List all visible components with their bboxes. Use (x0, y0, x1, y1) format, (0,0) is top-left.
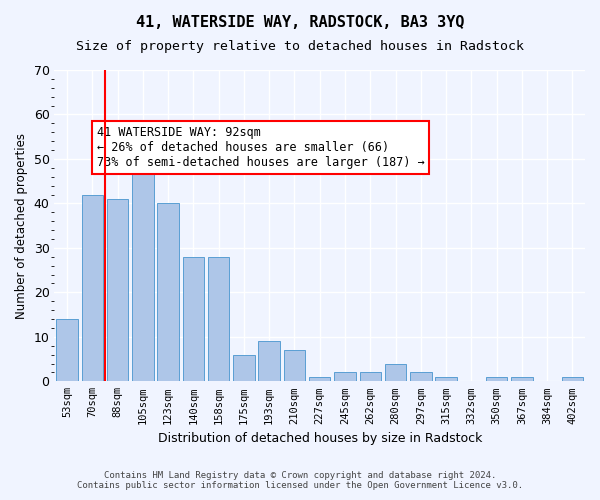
Text: 41, WATERSIDE WAY, RADSTOCK, BA3 3YQ: 41, WATERSIDE WAY, RADSTOCK, BA3 3YQ (136, 15, 464, 30)
Bar (182, 257, 204, 382)
Bar (334, 372, 356, 382)
Bar (385, 364, 406, 382)
Bar (259, 342, 280, 382)
Bar (562, 377, 583, 382)
Bar (410, 372, 431, 382)
Bar (157, 204, 179, 382)
Y-axis label: Number of detached properties: Number of detached properties (15, 132, 28, 318)
Bar (82, 194, 103, 382)
Bar (284, 350, 305, 382)
Bar (132, 128, 154, 382)
Bar (233, 354, 254, 382)
Bar (511, 377, 533, 382)
Bar (56, 319, 78, 382)
Text: Contains HM Land Registry data © Crown copyright and database right 2024.
Contai: Contains HM Land Registry data © Crown c… (77, 470, 523, 490)
Text: 41 WATERSIDE WAY: 92sqm
← 26% of detached houses are smaller (66)
73% of semi-de: 41 WATERSIDE WAY: 92sqm ← 26% of detache… (97, 126, 425, 169)
Bar (359, 372, 381, 382)
Bar (435, 377, 457, 382)
X-axis label: Distribution of detached houses by size in Radstock: Distribution of detached houses by size … (158, 432, 482, 445)
Bar (486, 377, 508, 382)
Bar (309, 377, 331, 382)
Text: Size of property relative to detached houses in Radstock: Size of property relative to detached ho… (76, 40, 524, 53)
Bar (208, 257, 229, 382)
Bar (107, 199, 128, 382)
